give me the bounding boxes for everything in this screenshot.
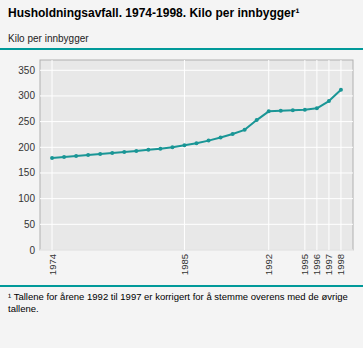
point bbox=[170, 145, 174, 149]
grid-line bbox=[268, 60, 269, 250]
title: Husholdningsavfall. 1974-1998. Kilo per … bbox=[8, 6, 299, 20]
grid-line bbox=[52, 60, 53, 250]
tick-label: 1974 bbox=[47, 254, 58, 275]
point bbox=[62, 155, 66, 159]
tick-label: 100 bbox=[18, 193, 35, 204]
point bbox=[207, 139, 211, 143]
background bbox=[0, 0, 363, 348]
tick-label: 1998 bbox=[335, 254, 346, 275]
grid-line bbox=[40, 250, 353, 251]
tick-label: 1995 bbox=[299, 254, 310, 275]
point bbox=[231, 132, 235, 136]
plot-area bbox=[40, 60, 353, 250]
point bbox=[219, 136, 223, 140]
grid-line bbox=[304, 60, 305, 250]
grid-line bbox=[40, 224, 353, 225]
point bbox=[122, 150, 126, 154]
chart: Husholdningsavfall. 1974-1998. Kilo per … bbox=[0, 0, 363, 348]
grid-line bbox=[40, 147, 353, 148]
tick-label: 1996 bbox=[311, 254, 322, 275]
point bbox=[255, 118, 259, 122]
point bbox=[279, 109, 283, 113]
grid-line bbox=[40, 121, 353, 122]
tick-label: 50 bbox=[24, 219, 36, 230]
tick-label: 350 bbox=[18, 65, 35, 76]
grid-line bbox=[184, 60, 185, 250]
point bbox=[146, 148, 150, 152]
point bbox=[339, 88, 343, 92]
point bbox=[195, 141, 199, 145]
tick-label: 200 bbox=[18, 142, 35, 153]
point bbox=[267, 109, 271, 113]
grid-line bbox=[328, 60, 329, 250]
grid-line bbox=[40, 198, 353, 199]
point bbox=[243, 128, 247, 132]
point bbox=[327, 99, 331, 103]
footnote: ¹ Tallene for årene 1992 til 1997 er kor… bbox=[8, 291, 348, 314]
tick-label: 1992 bbox=[263, 254, 274, 275]
rule bbox=[0, 285, 363, 287]
grid-line bbox=[40, 95, 353, 96]
tick-label: 250 bbox=[18, 116, 35, 127]
point bbox=[182, 143, 186, 147]
grid-line bbox=[40, 172, 353, 173]
point bbox=[110, 151, 114, 155]
point bbox=[74, 154, 78, 158]
point bbox=[291, 108, 295, 112]
y-label: Kilo per innbygger bbox=[8, 33, 89, 44]
grid-line bbox=[40, 70, 353, 71]
point bbox=[303, 108, 307, 112]
point bbox=[134, 149, 138, 153]
point bbox=[98, 152, 102, 156]
tick-label: 1997 bbox=[323, 254, 334, 275]
point bbox=[158, 147, 162, 151]
grid-line bbox=[316, 60, 317, 250]
tick-label: 150 bbox=[18, 167, 35, 178]
point bbox=[86, 153, 90, 157]
line bbox=[52, 90, 341, 158]
tick-label: 300 bbox=[18, 90, 35, 101]
tick-label: 1985 bbox=[179, 254, 190, 275]
tick-label: 0 bbox=[29, 245, 35, 256]
point bbox=[315, 106, 319, 110]
rule bbox=[0, 48, 363, 50]
series bbox=[50, 88, 343, 160]
point bbox=[50, 156, 54, 160]
